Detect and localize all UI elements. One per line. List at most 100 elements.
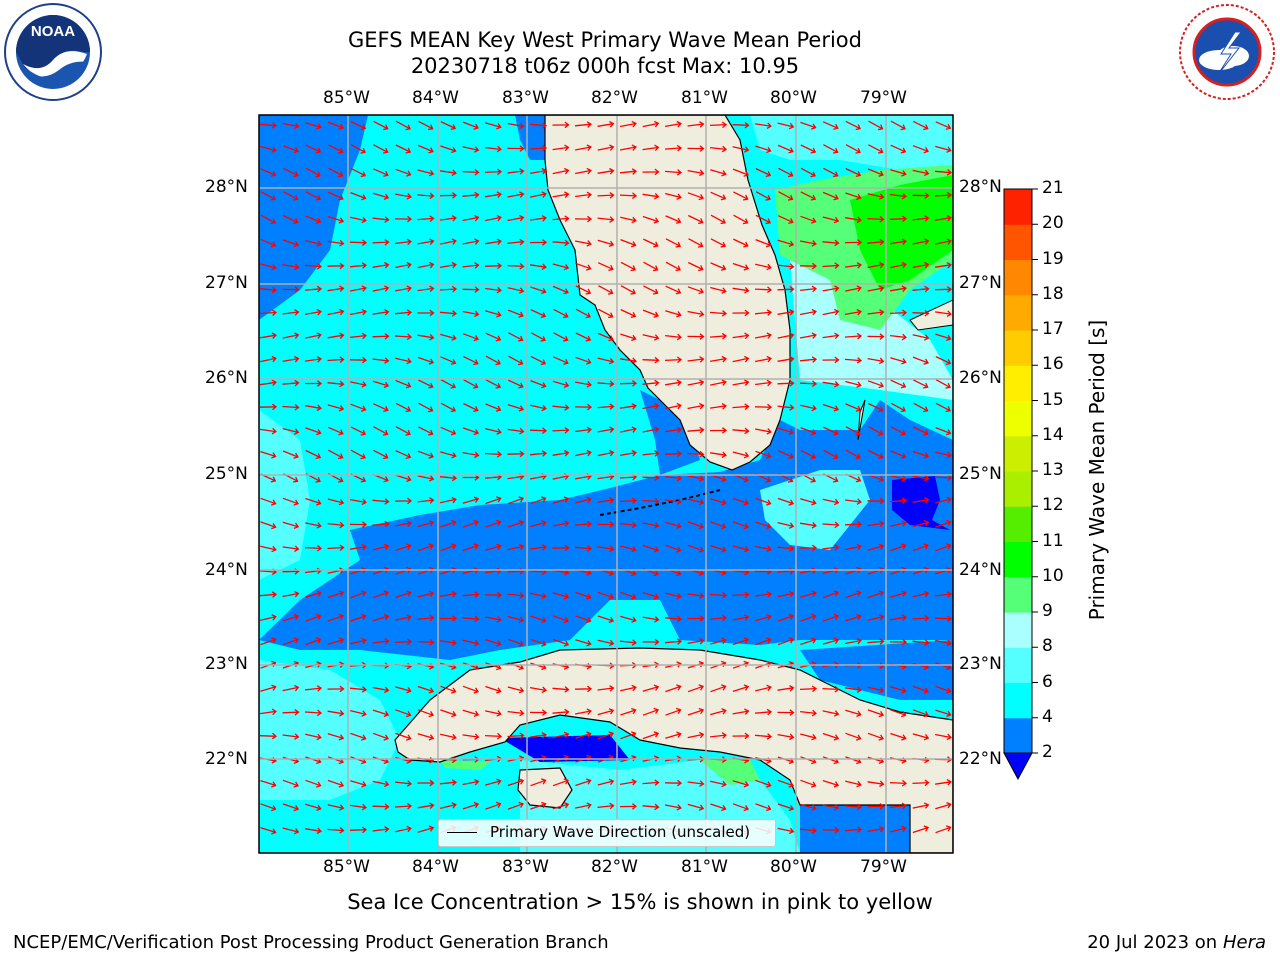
wave-arrow [327,332,345,339]
wave-arrow [417,614,435,622]
wave-arrow [912,496,930,504]
wave-arrow [732,637,750,646]
wave-arrow [867,497,885,505]
wave-arrow [799,262,818,270]
wave-arrow [912,543,929,552]
wave-arrow [507,686,525,694]
lon-label-bottom: 85°W [323,857,370,877]
wave-arrow [552,380,570,389]
graticule [259,115,953,853]
wave-arrow [688,238,704,248]
wave-arrow [575,802,592,809]
wave-arrow [597,380,615,388]
wave-arrow [665,592,682,600]
wave-arrow [800,498,817,506]
wave-arrow [620,731,637,740]
wave-arrow [305,144,322,154]
wave-arrow [260,497,277,506]
wave-arrow [822,308,840,316]
wave-arrow [349,686,368,693]
wave-arrow [349,285,367,292]
wave-arrow [529,450,548,457]
wave-arrow [777,285,795,293]
wave-arrow [777,404,795,411]
wave-arrow [710,732,727,739]
sea-ice-note: Sea Ice Concentration > 15% is shown in … [347,890,933,914]
wave-arrow [687,379,705,386]
colorbar-segment [1004,471,1032,507]
wave-arrow [733,191,749,201]
wave-arrow [372,333,390,340]
wave-arrow [530,191,547,198]
wave-arrow [394,497,413,505]
wave-arrow [732,684,750,693]
wave-arrow [394,309,413,316]
wave-arrow [305,590,322,598]
wave-arrow [642,144,660,152]
wave-arrow [822,262,840,269]
wave-arrow [890,543,907,552]
wave-arrow [529,239,548,246]
wave-arrow [732,614,750,621]
wave-arrow [709,310,728,317]
wave-arrow [484,191,502,199]
wave-arrow [394,780,413,787]
wave-arrow [777,497,795,506]
colorbar-segment [1004,294,1032,331]
wave-arrow [395,379,412,389]
wave-arrow [372,590,389,599]
wave-arrow [642,120,660,128]
wave-arrow [529,709,548,716]
wave-arrow [800,121,817,130]
wave-arrow [755,613,772,622]
wave-arrow [507,403,525,412]
wave-arrow [574,520,593,528]
wave-arrow [372,403,389,413]
wave-arrow [619,497,638,504]
wave-arrow [259,122,278,129]
wave-arrow [417,261,435,269]
wave-arrow [822,191,839,201]
wave-arrow [822,710,840,717]
wave-arrow [620,639,637,646]
wave-arrow [350,403,367,412]
wave-arrow [260,450,277,459]
wave-arrow [327,215,345,224]
wave-arrow [890,357,907,365]
wave-arrow [844,637,862,645]
wave-arrow [777,521,795,529]
wave-arrow [935,310,952,317]
wave-arrow [597,708,615,716]
wave-arrow [328,167,344,178]
wave-arrow [845,709,862,718]
wave-arrow [507,309,524,318]
wave-arrow [440,402,457,413]
colorbar-tick-label: 18 [1042,283,1064,304]
wave-arrow [755,263,772,271]
wave-arrow [620,707,637,716]
wave-arrow [935,145,952,153]
wave-arrow [823,449,839,460]
wave-arrow [912,825,930,834]
wave-arrow [485,403,502,412]
wave-arrow [485,122,502,130]
wave-arrow [394,285,412,292]
wave-arrow [620,684,637,692]
wave-arrow [350,449,366,460]
wave-arrow [665,474,682,482]
wave-arrow [687,145,705,152]
wave-arrow [643,285,659,295]
wave-arrow [349,239,368,247]
wave-arrow [530,332,546,342]
wave-arrow [507,615,525,623]
wave-arrow [687,402,705,410]
wave-arrow [507,214,525,222]
wave-arrow [665,498,682,505]
wave-arrow [822,544,840,551]
wave-arrow [912,590,930,598]
wave-arrow [395,686,412,694]
wave-arrow [552,686,570,693]
wave-arrow [462,801,480,810]
wave-arrow [687,169,705,177]
wave-arrow [373,449,389,460]
